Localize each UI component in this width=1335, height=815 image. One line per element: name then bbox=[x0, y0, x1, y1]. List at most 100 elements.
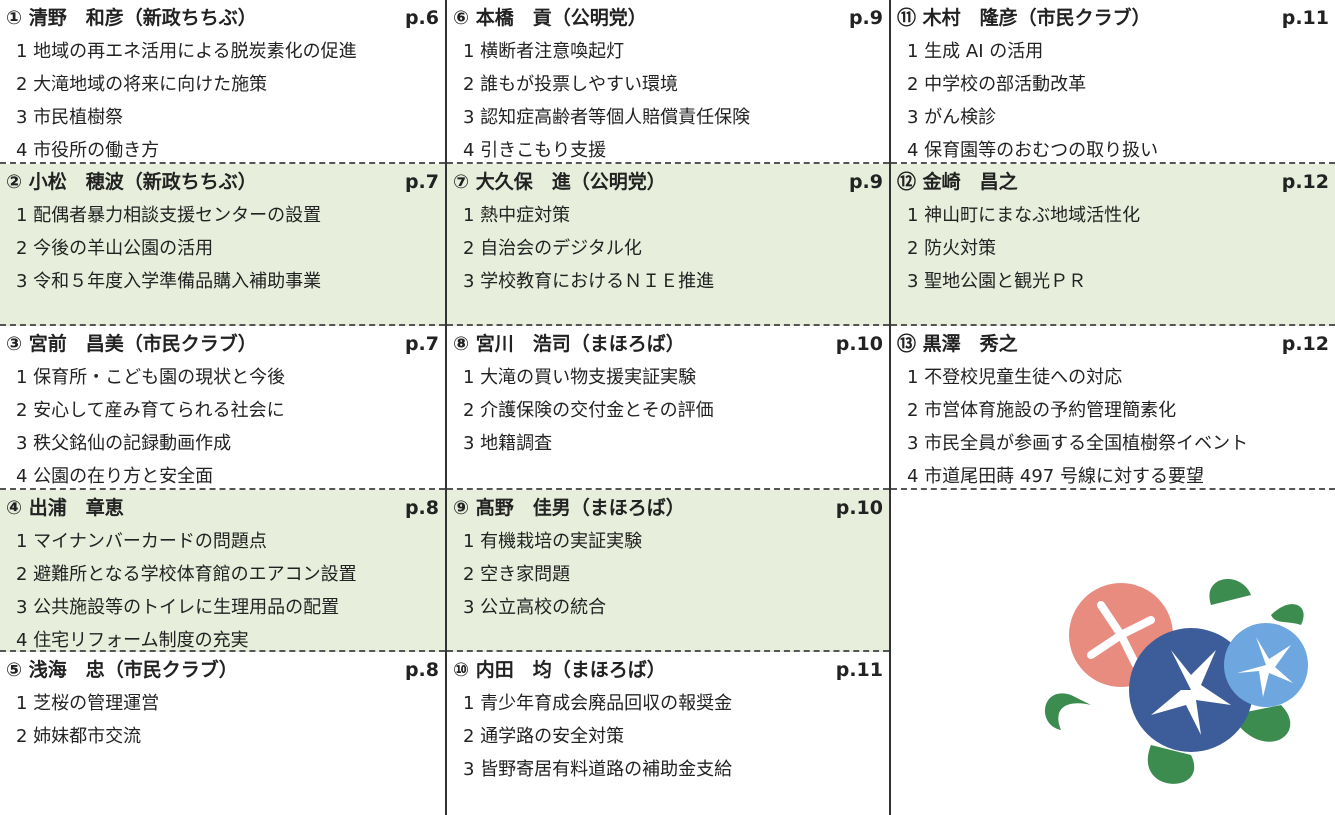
question-item: 2 防火対策 bbox=[907, 238, 997, 259]
member-block: ① 清野 和彦（新政ちちぶ） p.6 1 地域の再エネ活用による脱炭素化の促進 2 大… bbox=[0, 0, 445, 164]
question-item: 4 保育園等のおむつの取り扱い bbox=[907, 140, 1159, 161]
question-item: 1 横断者注意喚起灯 bbox=[463, 41, 625, 62]
question-item: 1 生成 AI の活用 bbox=[907, 41, 1044, 62]
member-header: ⑧ 宮川 浩司（まほろば） p.10 bbox=[453, 328, 883, 361]
member-block: ③ 宮前 昌美（市民クラブ） p.7 1 保育所・こども園の現状と今後 2 安心して産… bbox=[0, 326, 445, 490]
question-item: 3 市民植樹祭 bbox=[16, 107, 124, 128]
page-number: p.10 bbox=[835, 333, 883, 355]
member-header: ⑤ 浅海 忠（市民クラブ） p.8 bbox=[6, 654, 439, 687]
member-block: ⑪ 木村 隆彦（市民クラブ） p.11 1 生成 AI の活用 2 中学校の部活動改革… bbox=[891, 0, 1335, 164]
question-item: 1 神山町にまなぶ地域活性化 bbox=[907, 205, 1141, 226]
question-item: 1 熱中症対策 bbox=[463, 205, 571, 226]
member-block: ⑩ 内田 均（まほろば） p.11 1 青少年育成会廃品回収の報奨金 2 通学路の安全… bbox=[447, 652, 889, 815]
question-item: 2 通学路の安全対策 bbox=[463, 726, 625, 747]
member-header: ⑨ 髙野 佳男（まほろば） p.10 bbox=[453, 492, 883, 525]
page-number: p.12 bbox=[1281, 171, 1329, 193]
question-item: 1 マイナンバーカードの問題点 bbox=[16, 531, 267, 552]
question-item: 1 配偶者暴力相談支援センターの設置 bbox=[16, 205, 322, 226]
member-block: ⑨ 髙野 佳男（まほろば） p.10 1 有機栽培の実証実験 2 空き家問題 3 公立高… bbox=[447, 490, 889, 652]
member-block: ④ 出浦 章恵 p.8 1 マイナンバーカードの問題点 2 避難所となる学校体育館のエ… bbox=[0, 490, 445, 652]
question-item: 1 大滝の買い物支援実証実験 bbox=[463, 367, 697, 388]
question-item: 2 市営体育施設の予約管理簡素化 bbox=[907, 400, 1177, 421]
question-item: 4 公園の在り方と安全面 bbox=[16, 466, 214, 487]
page-number: p.8 bbox=[404, 497, 439, 519]
page-number: p.9 bbox=[848, 171, 883, 193]
page-number: p.11 bbox=[1281, 7, 1329, 29]
question-item: 3 認知症高齢者等個人賠償責任保険 bbox=[463, 107, 751, 128]
question-item: 2 中学校の部活動改革 bbox=[907, 74, 1087, 95]
member-name: ⑫ 金崎 昌之 bbox=[897, 171, 1018, 193]
member-header: ③ 宮前 昌美（市民クラブ） p.7 bbox=[6, 328, 439, 361]
member-name: ⑤ 浅海 忠（市民クラブ） bbox=[6, 659, 238, 681]
member-block: ⑧ 宮川 浩司（まほろば） p.10 1 大滝の買い物支援実証実験 2 介護保険の交付… bbox=[447, 326, 889, 490]
question-item: 2 大滝地域の将来に向けた施策 bbox=[16, 74, 268, 95]
member-name: ② 小松 穂波（新政ちちぶ） bbox=[6, 171, 257, 193]
page-number: p.12 bbox=[1281, 333, 1329, 355]
question-item: 2 介護保険の交付金とその評価 bbox=[463, 400, 714, 421]
question-item: 2 安心して産み育てられる社会に bbox=[16, 400, 285, 421]
member-name: ⑩ 内田 均（まほろば） bbox=[453, 659, 666, 681]
question-item: 3 秩父銘仙の記録動画作成 bbox=[16, 433, 232, 454]
page-number: p.10 bbox=[835, 497, 883, 519]
column: ① 清野 和彦（新政ちちぶ） p.6 1 地域の再エネ活用による脱炭素化の促進 2 大… bbox=[0, 0, 445, 815]
question-item: 2 誰もが投票しやすい環境 bbox=[463, 74, 678, 95]
member-header: ⑫ 金崎 昌之 p.12 bbox=[897, 166, 1329, 199]
question-item: 3 市民全員が参画する全国植樹祭イベント bbox=[907, 433, 1249, 454]
member-name: ⑦ 大久保 進（公明党） bbox=[453, 171, 666, 193]
column: ⑪ 木村 隆彦（市民クラブ） p.11 1 生成 AI の活用 2 中学校の部活動改革… bbox=[889, 0, 1335, 815]
question-item: 1 地域の再エネ活用による脱炭素化の促進 bbox=[16, 41, 357, 62]
question-item: 1 保育所・こども園の現状と今後 bbox=[16, 367, 286, 388]
page-number: p.9 bbox=[848, 7, 883, 29]
page-number: p.8 bbox=[404, 659, 439, 681]
question-item: 2 空き家問題 bbox=[463, 564, 571, 585]
member-name: ③ 宮前 昌美（市民クラブ） bbox=[6, 333, 257, 355]
member-block: ② 小松 穂波（新政ちちぶ） p.7 1 配偶者暴力相談支援センターの設置 2 今後の… bbox=[0, 164, 445, 326]
question-item: 1 有機栽培の実証実験 bbox=[463, 531, 643, 552]
question-item: 1 青少年育成会廃品回収の報奨金 bbox=[463, 693, 733, 714]
question-item: 3 皆野寄居有料道路の補助金支給 bbox=[463, 759, 733, 780]
question-item: 2 避難所となる学校体育館のエアコン設置 bbox=[16, 564, 357, 585]
page-number: p.7 bbox=[404, 333, 439, 355]
question-item: 3 地籍調査 bbox=[463, 433, 553, 454]
member-header: ① 清野 和彦（新政ちちぶ） p.6 bbox=[6, 2, 439, 35]
question-item: 4 市道尾田蒔 497 号線に対する要望 bbox=[907, 466, 1204, 487]
question-item: 3 がん検診 bbox=[907, 107, 997, 128]
member-header: ⑦ 大久保 進（公明党） p.9 bbox=[453, 166, 883, 199]
morning-glory-illustration bbox=[1044, 578, 1308, 784]
member-block: ⑦ 大久保 進（公明党） p.9 1 熱中症対策 2 自治会のデジタル化 3 学校教育に… bbox=[447, 164, 889, 326]
question-item: 2 自治会のデジタル化 bbox=[463, 238, 642, 259]
member-header: ② 小松 穂波（新政ちちぶ） p.7 bbox=[6, 166, 439, 199]
question-item: 1 不登校児童生徒への対応 bbox=[907, 367, 1123, 388]
member-header: ⑬ 黒澤 秀之 p.12 bbox=[897, 328, 1329, 361]
member-block: ⑤ 浅海 忠（市民クラブ） p.8 1 芝桜の管理運営 2 姉妹都市交流 bbox=[0, 652, 445, 815]
question-item: 1 芝桜の管理運営 bbox=[16, 693, 160, 714]
member-header: ⑥ 本橋 貢（公明党） p.9 bbox=[453, 2, 883, 35]
member-header: ⑪ 木村 隆彦（市民クラブ） p.11 bbox=[897, 2, 1329, 35]
question-item: 3 学校教育におけるＮＩＥ推進 bbox=[463, 271, 715, 292]
member-header: ④ 出浦 章恵 p.8 bbox=[6, 492, 439, 525]
member-name: ⑪ 木村 隆彦（市民クラブ） bbox=[897, 7, 1151, 29]
member-name: ⑧ 宮川 浩司（まほろば） bbox=[453, 333, 685, 355]
question-item: 4 引きこもり支援 bbox=[463, 140, 607, 161]
member-block: ⑥ 本橋 貢（公明党） p.9 1 横断者注意喚起灯 2 誰もが投票しやすい環境 3 認… bbox=[447, 0, 889, 164]
member-name: ⑨ 髙野 佳男（まほろば） bbox=[453, 497, 685, 519]
member-block: ⑬ 黒澤 秀之 p.12 1 不登校児童生徒への対応 2 市営体育施設の予約管理簡素化… bbox=[891, 326, 1335, 490]
page-number: p.11 bbox=[835, 659, 883, 681]
question-item: 2 今後の羊山公園の活用 bbox=[16, 238, 214, 259]
question-item: 3 令和５年度入学準備品購入補助事業 bbox=[16, 271, 322, 292]
member-name: ① 清野 和彦（新政ちちぶ） bbox=[6, 7, 257, 29]
member-block: ⑫ 金崎 昌之 p.12 1 神山町にまなぶ地域活性化 2 防火対策 3 聖地公園と観光… bbox=[891, 164, 1335, 326]
member-name: ⑬ 黒澤 秀之 bbox=[897, 333, 1018, 355]
question-item: 3 公立高校の統合 bbox=[463, 597, 607, 618]
question-item: 4 市役所の働き方 bbox=[16, 140, 160, 161]
page-number: p.7 bbox=[404, 171, 439, 193]
member-name: ⑥ 本橋 貢（公明党） bbox=[453, 7, 647, 29]
member-name: ④ 出浦 章恵 bbox=[6, 497, 124, 519]
page-number: p.6 bbox=[404, 7, 439, 29]
question-item: 4 住宅リフォーム制度の充実 bbox=[16, 630, 249, 651]
question-item: 3 公共施設等のトイレに生理用品の配置 bbox=[16, 597, 340, 618]
question-item: 3 聖地公園と観光ＰＲ bbox=[907, 271, 1087, 292]
column: ⑥ 本橋 貢（公明党） p.9 1 横断者注意喚起灯 2 誰もが投票しやすい環境 3 認… bbox=[445, 0, 889, 815]
question-item: 2 姉妹都市交流 bbox=[16, 726, 142, 747]
